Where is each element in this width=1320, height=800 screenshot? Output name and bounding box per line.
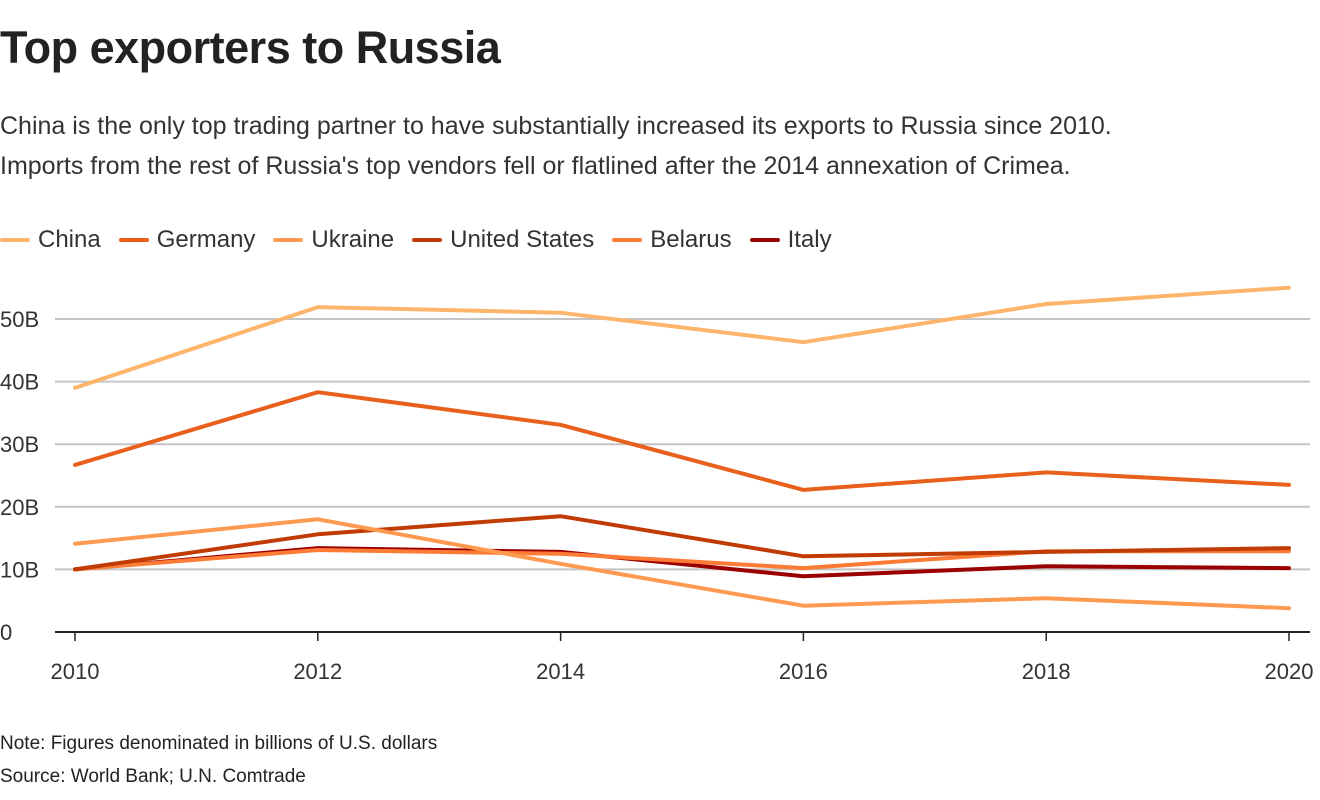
legend-label: Ukraine: [311, 226, 395, 253]
series-line-united-states: [73, 514, 1291, 572]
subtitle-line-2: Imports from the rest of Russia's top ve…: [0, 152, 1071, 180]
chart-title: Top exporters to Russia: [0, 22, 501, 73]
series-lines: [73, 285, 1291, 611]
legend-item-belarus: Belarus: [612, 226, 732, 254]
y-tick-label: 30B: [0, 432, 39, 457]
x-tick-label: 2016: [779, 659, 828, 684]
x-axis: 2010 2012 2014 2016 2018 2020: [51, 631, 1314, 684]
legend-item-italy: Italy: [749, 226, 832, 254]
legend-label: Italy: [787, 226, 832, 253]
series-line-ukraine: [73, 517, 1291, 611]
legend-swatch: [412, 238, 443, 242]
legend-swatch: [0, 238, 30, 242]
legend-swatch: [749, 238, 780, 242]
legend-label: Germany: [156, 226, 256, 253]
series-line-germany: [73, 390, 1291, 492]
x-tick-label: 2018: [1022, 659, 1071, 684]
x-tick-label: 2010: [51, 659, 100, 684]
chart-note: Note: Figures denominated in billions of…: [0, 733, 438, 754]
x-tick-label: 2020: [1265, 659, 1314, 684]
legend-label: United States: [450, 226, 595, 253]
legend-item-china: China: [0, 226, 101, 254]
y-axis-tick-labels: 0 10B 20B 30B 40B 50B: [0, 307, 39, 645]
subtitle-line-1: China is the only top trading partner to…: [0, 112, 1112, 140]
series-line-china: [73, 285, 1291, 390]
y-tick-label: 40B: [0, 370, 39, 395]
legend-item-united-states: United States: [412, 226, 594, 254]
legend-label: Belarus: [650, 226, 732, 253]
y-tick-label: 10B: [0, 557, 39, 582]
legend-swatch: [612, 238, 643, 242]
legend-label: China: [38, 226, 101, 253]
x-tick-label: 2012: [293, 659, 342, 684]
x-tick-label: 2014: [536, 659, 585, 684]
chart-source: Source: World Bank; U.N. Comtrade: [0, 766, 306, 787]
legend-item-germany: Germany: [118, 226, 256, 254]
legend-swatch: [118, 238, 149, 242]
legend-item-ukraine: Ukraine: [273, 226, 394, 254]
line-chart: 0 10B 20B 30B 40B 50B 2010 2012 2014 2016 2018 202…: [0, 285, 1314, 684]
y-tick-label: 0: [0, 620, 12, 645]
y-tick-label: 50B: [0, 307, 39, 332]
chart-legend: China Germany Ukraine United States Belarus I…: [0, 226, 850, 254]
gridlines: [55, 318, 1310, 571]
chart-subtitle: China is the only top trading partner to…: [0, 106, 1320, 186]
y-tick-label: 20B: [0, 495, 39, 520]
legend-swatch: [273, 238, 304, 242]
